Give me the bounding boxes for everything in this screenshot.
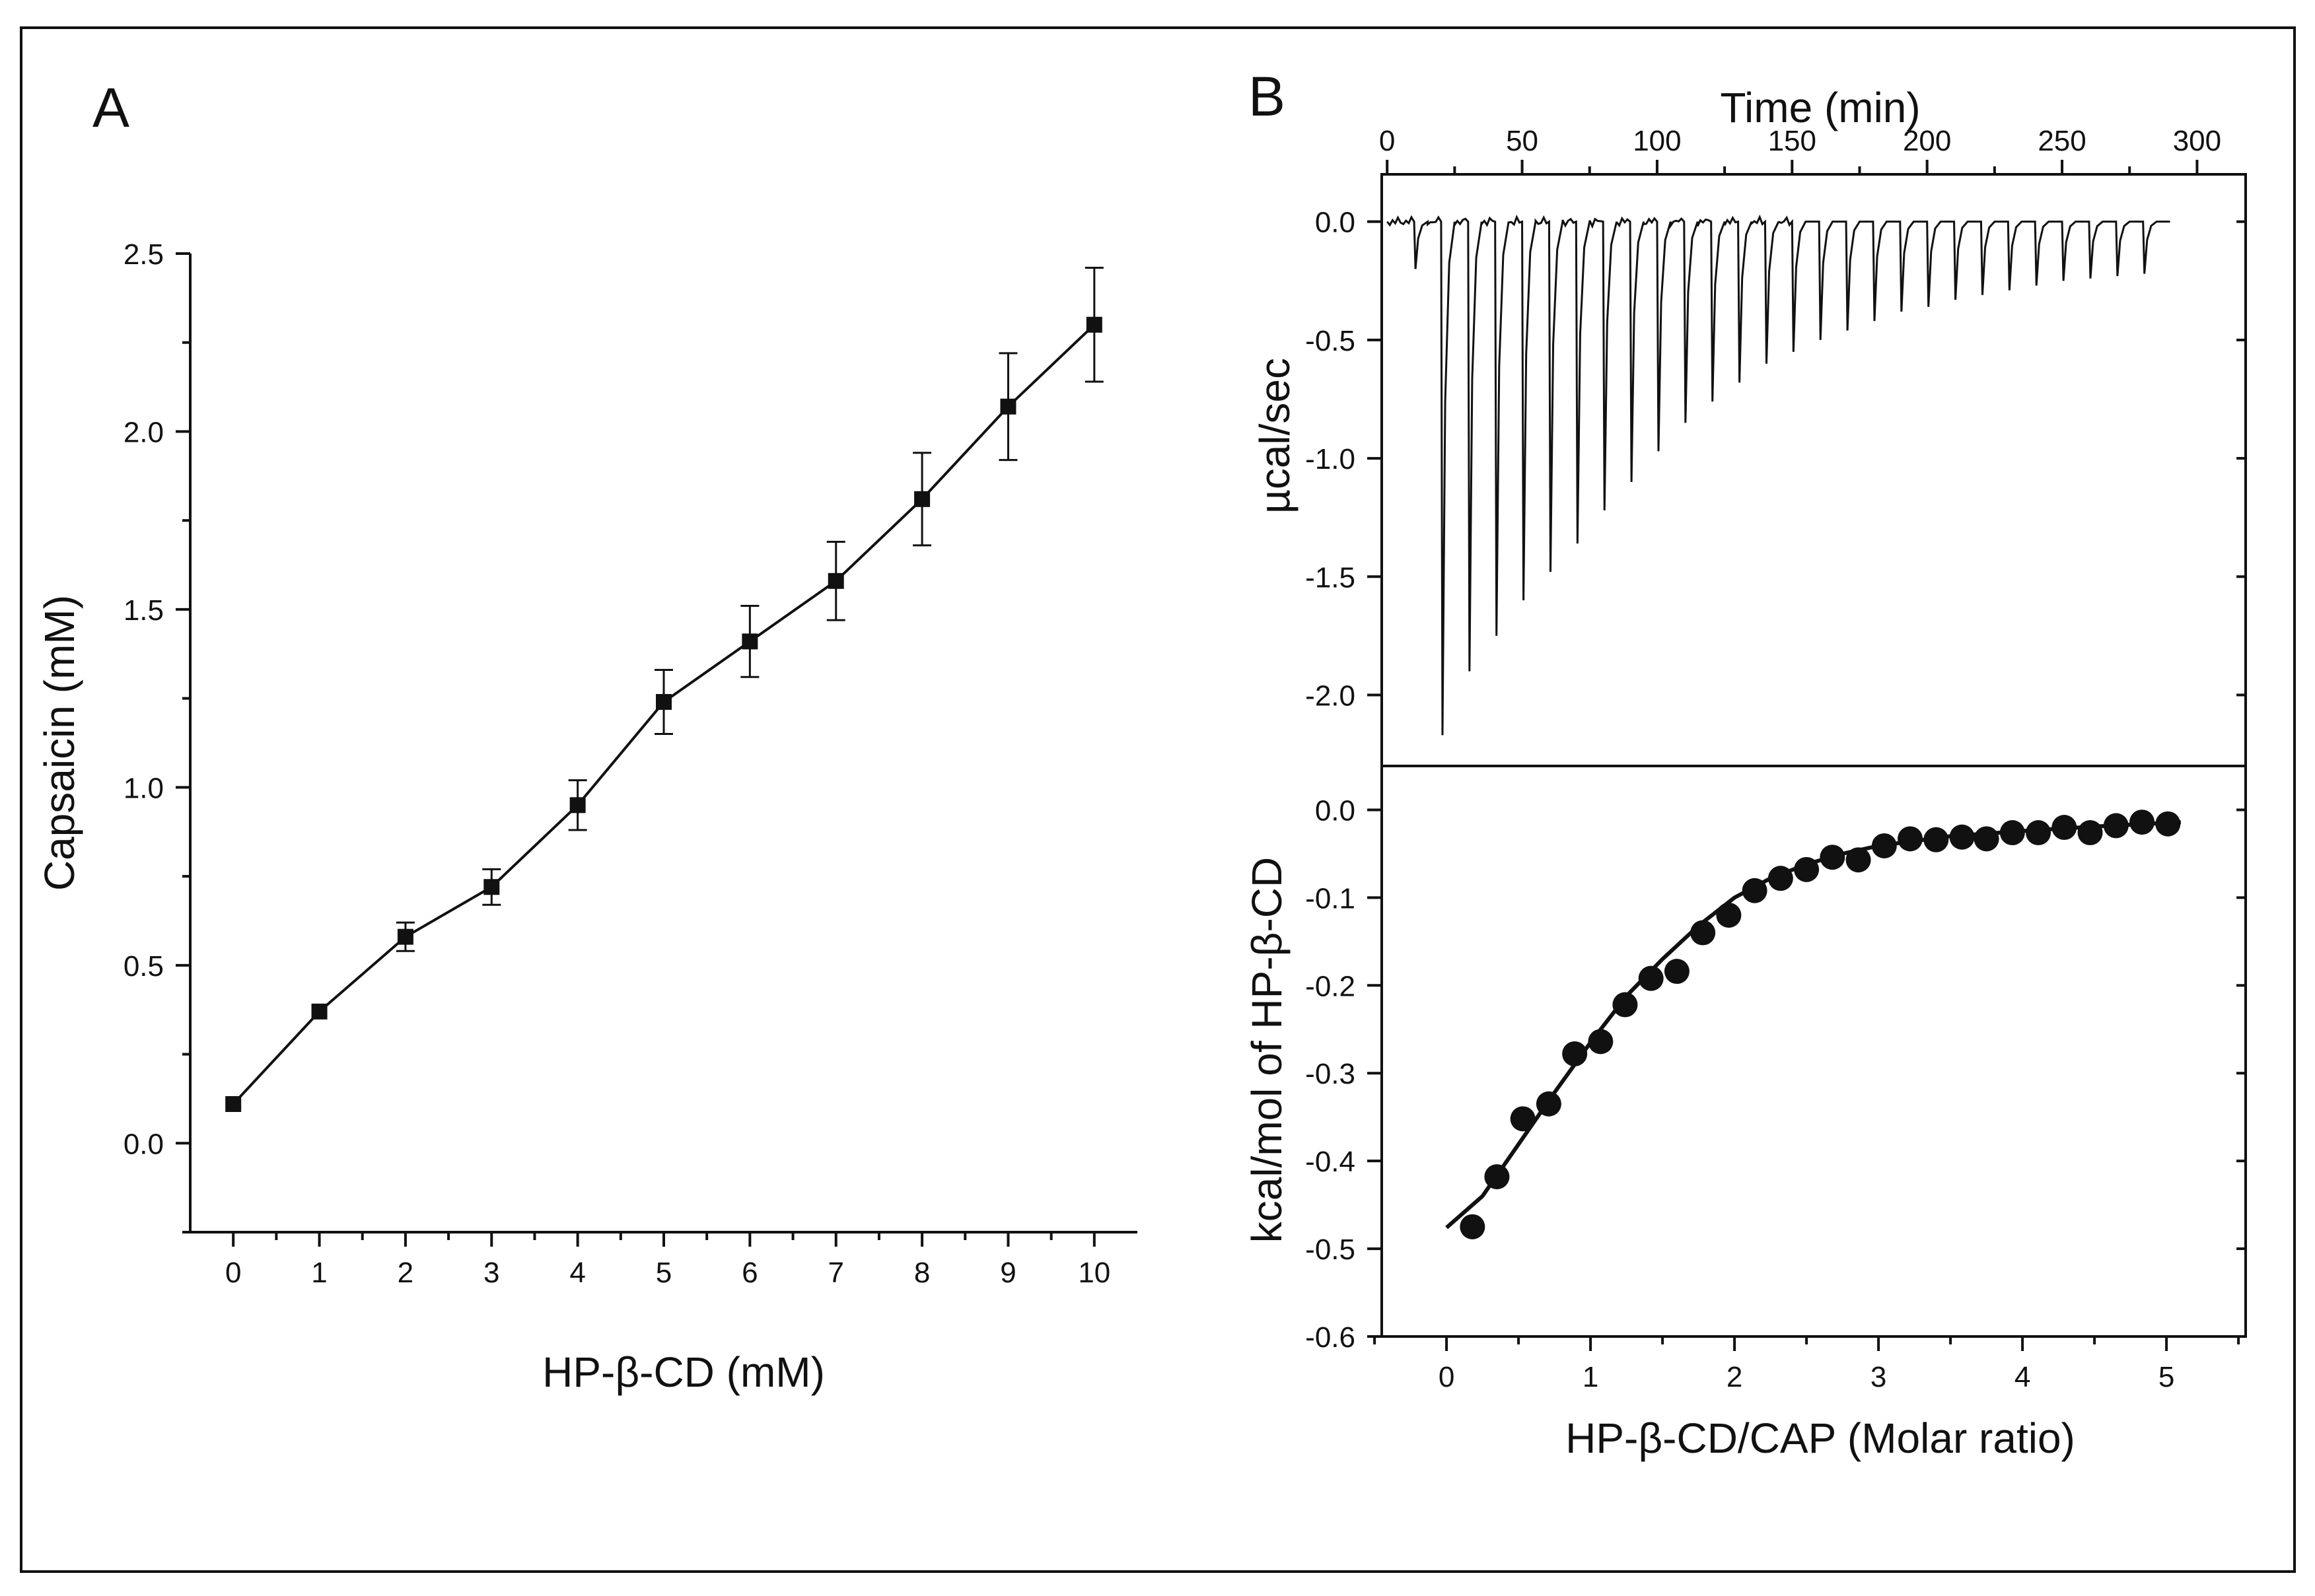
b-bottom-x-tick-label: 5 <box>2158 1361 2174 1393</box>
b-bottom-data-point <box>1510 1106 1536 1132</box>
b-top-y-tick-label: -2.0 <box>1305 679 1355 712</box>
a-y-tick-label: 2.5 <box>124 238 164 271</box>
a-x-tick-label: 10 <box>1078 1257 1110 1289</box>
a-x-tick-label: 5 <box>656 1257 672 1289</box>
b-bottom-data-point <box>2077 820 2103 846</box>
a-data-point <box>914 491 931 507</box>
b-bottom-data-point <box>1562 1041 1588 1066</box>
a-x-tick-label: 6 <box>742 1257 758 1289</box>
a-y-tick-label: 0.5 <box>124 950 164 983</box>
b-bottom-frame <box>1380 765 2247 1338</box>
b-bottom-data-point <box>1845 847 1871 873</box>
a-data-point <box>483 879 500 895</box>
b-bottom-data-point <box>2026 820 2051 846</box>
b-top-x-tick-label: 200 <box>1903 125 1951 157</box>
b-bottom-x-tick-label: 0 <box>1439 1361 1454 1393</box>
b-bottom-data-point <box>1612 992 1638 1018</box>
b-top-x-axis-label: Time (min) <box>1720 84 1920 131</box>
a-x-tick-label: 1 <box>311 1257 327 1289</box>
a-data-point <box>828 572 844 589</box>
b-bottom-y-axis-label: kcal/mol of HP-β-CD <box>1243 857 1291 1243</box>
a-data-point <box>656 694 672 711</box>
a-data-point <box>1086 316 1102 333</box>
a-y-tick-label: 2.0 <box>124 416 164 448</box>
b-bottom-data-point <box>2051 815 2077 841</box>
b-bottom-data-point <box>1767 866 1793 891</box>
b-bottom-data-point <box>2103 813 2129 839</box>
panel-b-binding-isotherm: 0 1 2 3 4 5 0.0 -0.1 -0.2 -0.3 -0.4 -0.5 -0.6 HP-β-CD… <box>1243 765 2247 1462</box>
b-bottom-data-point <box>2129 810 2155 835</box>
b-top-x-tick-label: 150 <box>1768 125 1816 157</box>
a-data-point <box>397 928 413 945</box>
a-data-point <box>1000 398 1016 415</box>
b-bottom-data-point <box>1949 824 1975 850</box>
b-bottom-x-axis-label: HP-β-CD/CAP (Molar ratio) <box>1565 1414 2075 1462</box>
b-bottom-data-point <box>1794 856 1820 882</box>
b-bottom-data-point <box>1742 878 1767 903</box>
a-y-tick-label: 1.5 <box>124 594 164 627</box>
b-top-x-tick-label: 0 <box>1379 125 1395 157</box>
a-x-tick-label: 0 <box>225 1257 241 1289</box>
panel-a-chart: 0 1 2 3 4 5 6 7 8 9 10 0.0 0.5 1.0 1.5 2.0 2.5 HP-β-CD (m… <box>36 238 1137 1396</box>
b-bottom-data-point <box>2155 811 2181 837</box>
b-bottom-data-point <box>1716 902 1742 928</box>
a-data-point <box>742 633 758 650</box>
a-data-point <box>225 1095 242 1112</box>
b-bottom-data-point <box>1871 833 1897 858</box>
panel-b-thermogram: 0 50 100 150 200 250 300 0.0 -0.5 -1.0 -1.5 -2.0 Tim… <box>1251 84 2247 767</box>
figure-border <box>20 26 2296 1573</box>
b-top-x-tick-label: 250 <box>2038 125 2086 157</box>
b-bottom-data-point <box>1898 826 1923 852</box>
b-bottom-data-point <box>1974 826 1999 852</box>
a-x-tick-label: 7 <box>828 1257 843 1289</box>
b-bottom-y-tick-label: -0.5 <box>1305 1233 1355 1266</box>
a-y-tick-label: 1.0 <box>124 772 164 804</box>
a-x-tick-label: 2 <box>398 1257 413 1289</box>
b-top-y-tick-label: 0.0 <box>1315 207 1355 239</box>
b-top-y-tick-label: -1.5 <box>1305 561 1355 594</box>
b-top-y-tick-label: -0.5 <box>1305 325 1355 357</box>
b-bottom-y-tick-label: -0.1 <box>1305 882 1355 915</box>
b-bottom-y-tick-label: -0.2 <box>1305 970 1355 1002</box>
panel-label-b: B <box>1248 65 1285 127</box>
a-x-tick-label: 9 <box>1000 1257 1016 1289</box>
b-bottom-data-point <box>1664 959 1690 985</box>
b-bottom-y-tick-label: 0.0 <box>1315 794 1355 827</box>
b-bottom-data-point <box>1536 1091 1561 1117</box>
b-bottom-x-tick-label: 2 <box>1727 1361 1742 1393</box>
b-bottom-data-point <box>1638 965 1664 991</box>
b-bottom-x-tick-label: 1 <box>1583 1361 1598 1393</box>
b-top-y-axis-label: µcal/sec <box>1251 358 1299 514</box>
a-x-axis-label: HP-β-CD (mM) <box>542 1348 825 1396</box>
b-bottom-y-tick-label: -0.3 <box>1305 1058 1355 1090</box>
b-bottom-data-point <box>1460 1214 1485 1239</box>
b-bottom-x-tick-label: 3 <box>1870 1361 1886 1393</box>
b-top-thermogram-trace <box>1386 214 2170 736</box>
b-bottom-y-tick-label: -0.4 <box>1305 1146 1355 1178</box>
b-top-y-tick-label: -1.0 <box>1305 443 1355 475</box>
b-bottom-data-point <box>1999 820 2025 846</box>
b-top-x-tick-label: 100 <box>1633 125 1681 157</box>
b-top-x-tick-label: 300 <box>2173 125 2221 157</box>
a-x-tick-label: 8 <box>914 1257 930 1289</box>
b-bottom-x-tick-label: 4 <box>2014 1361 2030 1393</box>
b-bottom-data-point <box>1588 1029 1614 1055</box>
b-bottom-y-tick-label: -0.6 <box>1305 1321 1355 1354</box>
b-bottom-data-point <box>1484 1164 1510 1190</box>
a-x-tick-label: 3 <box>483 1257 499 1289</box>
b-top-x-tick-label: 50 <box>1506 125 1538 157</box>
a-data-point <box>311 1003 328 1020</box>
b-bottom-data-point <box>1820 845 1845 870</box>
a-y-tick-label: 0.0 <box>124 1128 164 1160</box>
a-data-point <box>569 797 586 814</box>
a-y-axis-label: Capsaicin (mM) <box>36 595 83 891</box>
panel-label-a: A <box>92 77 129 139</box>
b-bottom-data-point <box>1923 827 1949 852</box>
a-x-tick-label: 4 <box>569 1257 585 1289</box>
b-bottom-data-point <box>1690 920 1716 946</box>
